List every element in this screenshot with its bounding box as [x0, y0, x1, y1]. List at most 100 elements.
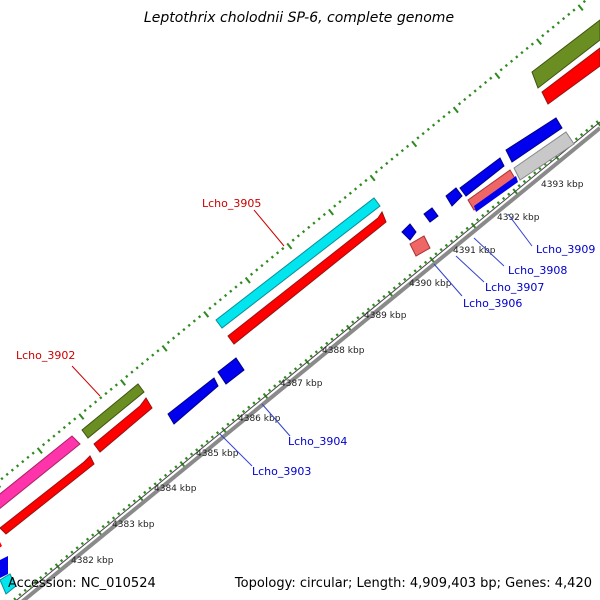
scale-label-4387: 4387 kbp: [280, 379, 323, 389]
feature-red-left[interactable]: [0, 455, 95, 535]
reverse-strand-features: [0, 117, 575, 595]
tick-upper: [187, 323, 191, 327]
tick-lower: [527, 175, 532, 179]
leader-lcho-3903: [219, 433, 253, 467]
forward-strand-features: [0, 19, 600, 552]
tick-lower: [127, 503, 131, 507]
tick-upper: [270, 255, 274, 259]
tick-upper: [41, 442, 46, 447]
tick-lower: [106, 520, 110, 524]
feature-cyan-bottom-left[interactable]: [0, 573, 17, 595]
tick-upper: [21, 460, 25, 464]
tick-upper: [265, 259, 269, 264]
gene-lcho-3902-feature[interactable]: [81, 383, 145, 439]
feature-blue-3909-under[interactable]: [474, 176, 518, 212]
gene-label-lcho-3905[interactable]: Lcho_3905: [202, 197, 261, 210]
scale-label-4393: 4393 kbp: [541, 180, 584, 190]
feature-red-long[interactable]: [227, 210, 387, 345]
tick-lower: [122, 507, 126, 512]
gene-label-lcho-3907[interactable]: Lcho_3907: [485, 281, 544, 294]
tick-lower: [455, 235, 459, 239]
feature-magenta[interactable]: [0, 435, 81, 510]
tick-upper: [572, 8, 576, 12]
tick-lower: [184, 456, 188, 460]
tick-upper: [328, 208, 334, 216]
tick-upper: [395, 153, 399, 157]
tick-upper: [234, 285, 238, 289]
tick-upper: [0, 477, 4, 481]
tick-upper: [145, 357, 150, 362]
feature-olive-top-right[interactable]: [531, 19, 600, 89]
tick-upper: [281, 247, 285, 251]
feature-red-edge[interactable]: [0, 538, 2, 552]
feature-blue-bottom-left[interactable]: [0, 556, 8, 578]
gene-label-lcho-3904[interactable]: Lcho_3904: [288, 435, 347, 448]
tick-lower: [111, 516, 116, 520]
feature-salmon-small[interactable]: [409, 235, 431, 257]
gene-lcho-3907-feature[interactable]: [423, 207, 439, 223]
tick-upper: [473, 89, 477, 93]
tick-upper: [125, 374, 129, 379]
feature-red-top-right[interactable]: [541, 47, 600, 105]
gene-label-lcho-3906[interactable]: Lcho_3906: [463, 297, 522, 310]
tick-upper: [135, 366, 139, 370]
tick-upper: [291, 238, 295, 242]
gene-label-lcho-3903[interactable]: Lcho_3903: [252, 465, 311, 478]
tick-lower: [70, 550, 74, 554]
tick-lower: [361, 311, 365, 316]
leader-lcho-3908: [473, 237, 505, 267]
genome-summary-text: Topology: circular; Length: 4,909,403 bp…: [234, 576, 592, 591]
gene-lcho-3908-feature[interactable]: [445, 187, 463, 207]
tick-upper: [405, 144, 410, 149]
tick-upper: [541, 34, 545, 38]
scale-label-4385: 4385 kbp: [196, 449, 239, 459]
tick-upper: [421, 131, 425, 136]
tick-upper: [400, 149, 404, 153]
tick-lower: [273, 384, 277, 388]
tick-upper: [177, 332, 181, 336]
tick-upper: [156, 349, 160, 353]
tick-upper: [515, 55, 519, 59]
tick-lower: [231, 418, 235, 422]
gene-lcho-3904-feature[interactable]: [217, 357, 245, 385]
gene-label-lcho-3902[interactable]: Lcho_3902: [16, 349, 75, 362]
gene-lcho-3905-feature[interactable]: [215, 197, 381, 329]
tick-lower: [590, 124, 594, 128]
tick-upper: [312, 221, 316, 225]
tick-lower: [117, 512, 121, 516]
tick-upper: [447, 110, 451, 114]
tick-lower: [356, 316, 360, 320]
gene-lcho-3903-feature[interactable]: [167, 377, 219, 425]
tick-upper: [374, 170, 378, 174]
tick-lower: [486, 209, 490, 213]
tick-lower: [325, 341, 329, 345]
tick-upper: [561, 16, 566, 21]
feature-grey[interactable]: [513, 131, 575, 181]
tick-lower: [533, 171, 537, 175]
tick-lower: [39, 576, 43, 580]
tick-upper: [411, 140, 418, 148]
tick-lower: [460, 230, 464, 235]
tick-lower: [574, 137, 578, 141]
tick-lower: [215, 431, 220, 435]
tick-upper: [468, 93, 472, 97]
gene-label-lcho-3909[interactable]: Lcho_3909: [536, 243, 595, 256]
tick-upper: [364, 178, 368, 183]
gene-label-lcho-3908[interactable]: Lcho_3908: [508, 264, 567, 277]
tick-lower: [288, 371, 292, 375]
tick-upper: [416, 136, 420, 140]
map-title: Leptothrix cholodnii SP-6, complete geno…: [144, 10, 454, 26]
backbone-axis-line: [21, 126, 600, 600]
scale-label-4386: 4386 kbp: [238, 414, 281, 424]
tick-upper: [104, 391, 108, 396]
scale-label-4392: 4392 kbp: [497, 213, 540, 223]
gene-lcho-3906-feature[interactable]: [401, 223, 417, 241]
feature-blue-top[interactable]: [505, 117, 563, 163]
tick-upper: [307, 225, 311, 229]
tick-lower: [195, 448, 199, 452]
gene-lcho-3909-feature[interactable]: [459, 157, 505, 197]
feature-red-mid[interactable]: [93, 397, 153, 453]
tick-upper: [348, 191, 352, 195]
tick-upper: [499, 68, 503, 72]
tick-lower: [392, 286, 396, 290]
